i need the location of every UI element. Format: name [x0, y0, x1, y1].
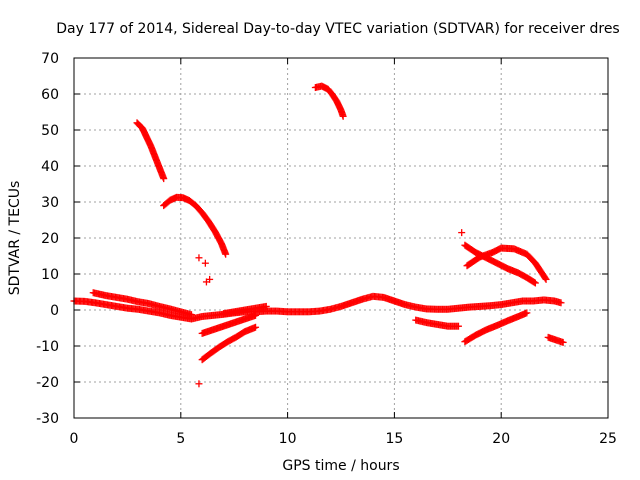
y-tick-label: 20: [41, 231, 59, 247]
data-point: [252, 323, 260, 331]
data-point: [531, 279, 539, 287]
data-point: [202, 278, 210, 286]
data-point: [339, 112, 347, 120]
chart-title: Day 177 of 2014, Sidereal Day-to-day VTE…: [56, 21, 619, 37]
y-tick-label: -10: [36, 339, 59, 355]
y-tick-label: -20: [36, 375, 59, 391]
y-tick-label: 40: [41, 159, 59, 175]
y-tick-label: 50: [41, 123, 59, 139]
data-point: [262, 302, 270, 310]
y-tick-label: 60: [41, 87, 59, 103]
y-tick-label: 30: [41, 195, 59, 211]
data-point: [160, 175, 168, 183]
x-tick-label: 10: [279, 431, 297, 447]
y-tick-label: 0: [50, 303, 59, 319]
data-point: [195, 254, 203, 262]
y-tick-label: 10: [41, 267, 59, 283]
data-point: [222, 250, 230, 258]
data-point: [187, 311, 195, 319]
data-point: [557, 299, 565, 307]
axis-ticks: [73, 57, 609, 419]
x-tick-label: 0: [70, 431, 79, 447]
y-tick-label: -30: [36, 411, 59, 427]
data-point: [458, 229, 466, 237]
data-point: [454, 322, 462, 330]
data-point: [559, 338, 567, 346]
x-tick-labels: 0 5 10 15 20 25: [70, 431, 617, 447]
data-points: [70, 82, 567, 388]
y-axis-label: SDTVAR / TECUs: [7, 181, 23, 296]
x-tick-label: 25: [599, 431, 617, 447]
data-point: [252, 311, 260, 319]
data-point: [542, 275, 550, 283]
data-point: [530, 278, 538, 286]
y-tick-labels: -30 -20 -10 0 10 20 30 40 50 60 70: [36, 51, 59, 427]
data-point: [541, 274, 549, 282]
data-point: [523, 309, 531, 317]
data-point: [195, 380, 203, 388]
y-tick-label: 70: [41, 51, 59, 67]
x-tick-label: 15: [385, 431, 403, 447]
grid-lines: [74, 58, 608, 418]
data-point: [201, 259, 209, 267]
x-tick-label: 20: [492, 431, 510, 447]
x-axis-label: GPS time / hours: [282, 458, 399, 474]
x-tick-label: 5: [176, 431, 185, 447]
